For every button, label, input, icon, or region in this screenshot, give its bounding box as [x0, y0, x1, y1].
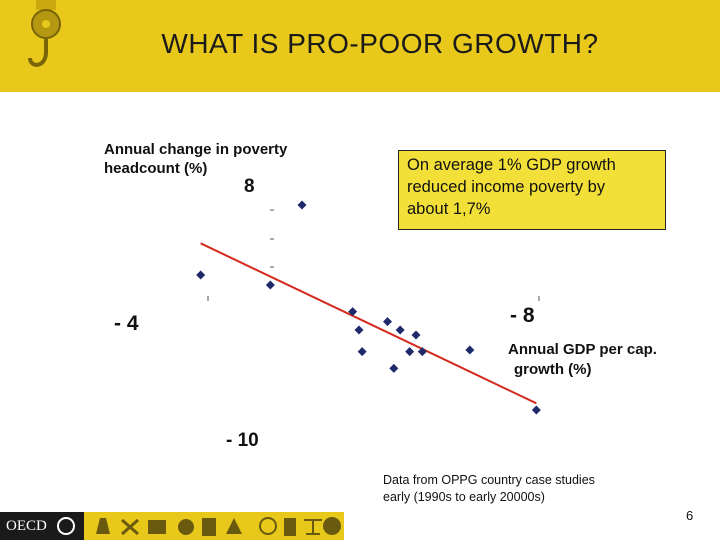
spade-icon — [96, 518, 110, 534]
data-point — [465, 345, 475, 355]
y-axis-label: Annual change in poverty headcount (%) — [104, 140, 287, 178]
scales-icon — [304, 519, 322, 535]
annotation-box: On average 1% GDP growth reduced income … — [398, 150, 666, 230]
data-point — [196, 270, 206, 280]
data-point — [531, 405, 541, 415]
tools-icon — [121, 518, 139, 536]
data-point — [405, 347, 415, 357]
bottle-icon — [284, 518, 296, 536]
y-top-tick-label: 8 — [244, 176, 255, 197]
data-point — [395, 325, 405, 335]
data-point — [383, 317, 392, 327]
annotation-line3: about 1,7% — [407, 200, 491, 218]
pulley-hook-icon — [28, 0, 61, 67]
footer-icons — [96, 517, 341, 536]
annotation-line1: On average 1% GDP growth — [407, 156, 616, 174]
data-point — [411, 330, 421, 340]
tent-icon — [226, 518, 242, 534]
data-point — [417, 347, 427, 357]
globe-small-icon — [178, 519, 194, 535]
x-axis-label-line2: growth (%) — [514, 361, 592, 378]
x-axis-label-line1: Annual GDP per cap. — [508, 341, 657, 358]
oecd-logo-background — [0, 512, 84, 540]
source-note: Data from OPPG country case studies earl… — [383, 472, 595, 506]
y-axis-label-line1: Annual change in poverty — [104, 141, 288, 158]
x-left-tick-label: - 4 — [114, 312, 139, 335]
trend-line — [200, 242, 537, 405]
data-point — [354, 325, 364, 335]
y-bottom-tick-label: - 10 — [226, 430, 259, 451]
data-point — [348, 307, 358, 317]
source-note-line2: early (1990s to early 20000s) — [383, 490, 545, 504]
axis-ticks — [207, 209, 540, 301]
globe-icon — [323, 517, 341, 535]
x-right-tick-label: - 8 — [510, 304, 535, 327]
document-icon — [202, 518, 216, 536]
data-point — [297, 200, 307, 210]
oecd-emblem-icon — [57, 517, 75, 535]
footer-icon-strip — [0, 512, 344, 540]
slide-title: WHAT IS PRO-POOR GROWTH? — [161, 28, 599, 59]
title-band — [0, 0, 720, 92]
magnifier-icon — [259, 517, 277, 535]
page-number: 6 — [686, 508, 694, 523]
x-axis-label: Annual GDP per cap. growth (%) — [508, 340, 657, 380]
oecd-logo: OECD — [6, 518, 47, 534]
data-point — [357, 347, 367, 357]
y-axis-label-line2: headcount (%) — [104, 160, 208, 177]
data-point — [265, 280, 275, 290]
data-point — [389, 363, 399, 373]
box-icon — [148, 520, 166, 534]
annotation-line2: reduced income poverty by — [407, 178, 606, 196]
source-note-line1: Data from OPPG country case studies — [383, 473, 595, 487]
